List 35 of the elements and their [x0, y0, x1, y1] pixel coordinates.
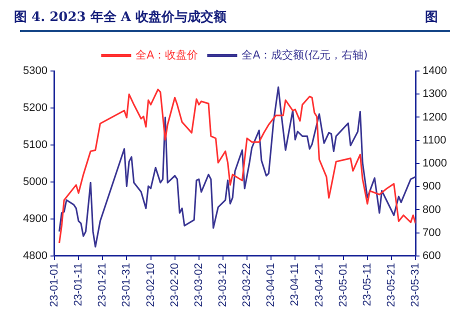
x-tick-label: 23-02-10 — [144, 262, 157, 308]
x-tick-label: 23-01-01 — [48, 262, 60, 308]
legend-label: 全A：收盘价 — [136, 48, 198, 62]
chart-title: 图 4. 2023 年全 A 收盘价与成交额 — [14, 8, 226, 26]
y2-tick-label: 700 — [422, 226, 441, 239]
y-tick-label: 5300 — [22, 65, 48, 78]
y2-tick-label: 900 — [422, 180, 441, 193]
x-tick-label: 23-03-22 — [241, 262, 254, 308]
y2-tick-label: 800 — [422, 204, 441, 216]
x-tick-label: 23-02-20 — [168, 262, 181, 308]
y-tick-label: 4900 — [22, 213, 48, 226]
y-tick-label: 5000 — [22, 176, 48, 188]
x-tick-label: 23-05-21 — [385, 262, 398, 308]
x-tick-label: 23-01-11 — [72, 262, 85, 306]
x-tick-label: 23-04-11 — [289, 262, 302, 306]
x-tick-label: 23-05-31 — [410, 262, 422, 308]
y2-tick-label: 1400 — [422, 65, 448, 78]
y-tick-label: 5200 — [22, 102, 48, 114]
x-tick-label: 23-05-11 — [361, 262, 374, 306]
y-tick-label: 4800 — [22, 250, 48, 262]
y2-tick-label: 1300 — [422, 88, 448, 100]
x-tick-label: 23-01-21 — [96, 262, 109, 308]
x-tick-label: 23-04-01 — [265, 262, 278, 308]
legend-label: 全A：成交额(亿元，右轴) — [242, 48, 368, 62]
y2-tick-label: 1000 — [422, 158, 448, 170]
x-tick-label: 23-03-02 — [192, 262, 205, 308]
x-tick-label: 23-04-21 — [313, 262, 326, 308]
y-tick-label: 5100 — [22, 139, 48, 152]
y2-tick-label: 600 — [422, 250, 441, 262]
x-tick-label: 23-05-01 — [337, 262, 350, 308]
x-tick-label: 23-01-31 — [120, 262, 133, 308]
text: 图 — [425, 9, 438, 26]
x-tick-label: 23-03-12 — [216, 262, 229, 308]
y2-tick-label: 1200 — [422, 111, 448, 124]
y2-tick-label: 1100 — [422, 134, 446, 146]
